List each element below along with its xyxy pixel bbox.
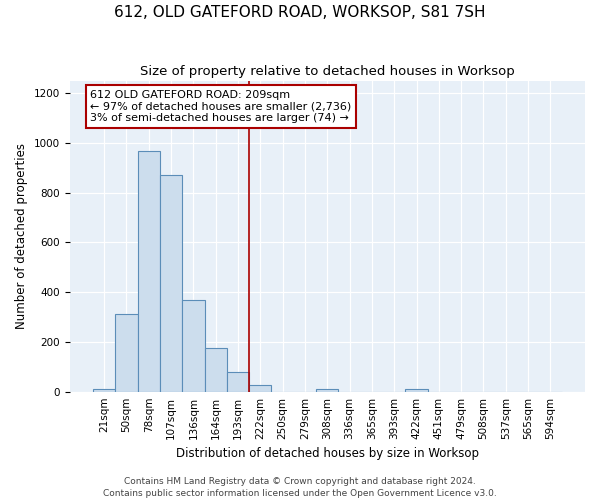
Bar <box>93 388 115 392</box>
Bar <box>115 314 137 392</box>
Text: 612, OLD GATEFORD ROAD, WORKSOP, S81 7SH: 612, OLD GATEFORD ROAD, WORKSOP, S81 7SH <box>114 5 486 20</box>
Text: 612 OLD GATEFORD ROAD: 209sqm
← 97% of detached houses are smaller (2,736)
3% of: 612 OLD GATEFORD ROAD: 209sqm ← 97% of d… <box>90 90 352 123</box>
Bar <box>205 348 227 392</box>
Bar <box>249 386 271 392</box>
Bar <box>227 372 249 392</box>
X-axis label: Distribution of detached houses by size in Worksop: Distribution of detached houses by size … <box>176 447 479 460</box>
Title: Size of property relative to detached houses in Worksop: Size of property relative to detached ho… <box>140 65 515 78</box>
Bar <box>160 175 182 392</box>
Bar <box>182 300 205 392</box>
Text: Contains HM Land Registry data © Crown copyright and database right 2024.
Contai: Contains HM Land Registry data © Crown c… <box>103 476 497 498</box>
Bar <box>406 388 428 392</box>
Y-axis label: Number of detached properties: Number of detached properties <box>15 143 28 329</box>
Bar <box>316 388 338 392</box>
Bar <box>137 151 160 392</box>
